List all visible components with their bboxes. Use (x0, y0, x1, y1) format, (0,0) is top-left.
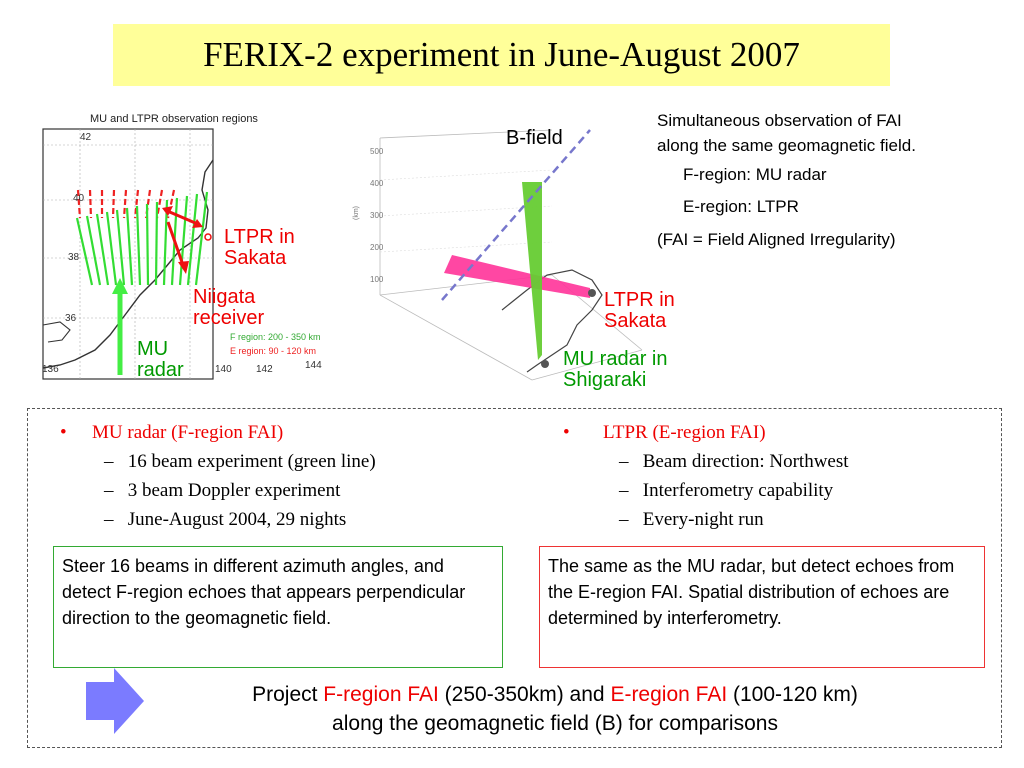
ltpr-description-box: The same as the MU radar, but detect ech… (539, 546, 985, 668)
project-line2: along the geomagnetic field (B) for comp… (332, 712, 778, 735)
ltpr-item-2: Interferometry capability (642, 480, 834, 501)
niigata-receiver-label: Niigata receiver (193, 287, 264, 329)
project-p3: (250-350km) and (438, 683, 611, 706)
ltpr-label-line2: Sakata (224, 247, 287, 269)
mu-item-1: 16 beam experiment (green line) (127, 451, 376, 472)
coastline-2 (42, 321, 71, 343)
lat-label-42: 42 (80, 132, 92, 143)
niigata-arrow-head (178, 261, 189, 274)
diagram-svg: 500 400 300 200 100 (km) (353, 129, 643, 381)
b-field-label: B-field (506, 127, 563, 149)
simultaneous-observation: Simultaneous observation of FAI along th… (657, 108, 1017, 258)
f-region-cone (522, 182, 542, 360)
mu-list-header: • MU radar (F-region FAI) (60, 422, 284, 443)
mu-label-line1: MU (137, 338, 169, 360)
center-mu-line1: MU radar in (563, 348, 668, 370)
list-item: – 3 beam Doppler experiment (104, 480, 341, 501)
ltpr-arrow-head-a (162, 206, 173, 216)
lon-label-140: 140 (215, 364, 232, 375)
title-banner: FERIX-2 experiment in June-August 2007 (113, 24, 890, 86)
center-mu-line2: Shigaraki (563, 369, 647, 391)
map-title: MU and LTPR observation regions (90, 113, 258, 125)
sim-line3: F-region: MU radar (683, 165, 827, 184)
sim-line4: E-region: LTPR (683, 197, 799, 216)
diagram-grid (379, 169, 553, 253)
b-field-line (441, 129, 591, 301)
sakata-station-icon (588, 289, 596, 297)
list-item: – Beam direction: Northwest (619, 451, 849, 472)
ltpr-label-line1: LTPR in (224, 226, 295, 248)
list-item: – 16 beam experiment (green line) (104, 451, 376, 472)
f-region-beams (75, 191, 209, 286)
ltpr-list: • LTPR (E-region FAI) – Beam direction: N… (563, 418, 993, 534)
tick-500: 500 (370, 147, 384, 156)
ltpr-list-header-text: LTPR (E-region FAI) (603, 422, 766, 443)
list-item: – June-August 2004, 29 nights (104, 509, 347, 530)
lat-label-38: 38 (68, 252, 80, 263)
lon-label-142: 142 (256, 364, 273, 375)
sakata-marker (204, 233, 212, 241)
list-item: – Every-night run (619, 509, 764, 530)
ltpr-arrow-head-b (192, 219, 203, 228)
mu-list-header-text: MU radar (F-region FAI) (92, 422, 284, 443)
list-item: – Interferometry capability (619, 480, 834, 501)
diagram-box (379, 129, 643, 381)
tick-400: 400 (370, 179, 384, 188)
center-diagram: 500 400 300 200 100 (km) (352, 110, 652, 395)
map-frame (42, 128, 214, 380)
left-map: MU and LTPR observation regions (40, 110, 340, 385)
center-ltpr-line2: Sakata (604, 310, 667, 332)
mu-radar-list: • MU radar (F-region FAI) – 16 beam exper… (60, 418, 520, 534)
lon-label-136: 136 (42, 364, 59, 375)
mu-label-line2: radar (137, 359, 184, 381)
project-p2: F-region FAI (323, 683, 439, 706)
project-p4: E-region FAI (610, 683, 728, 706)
mu-description-box: Steer 16 beams in different azimuth angl… (53, 546, 503, 668)
e-region-cone (444, 255, 590, 298)
ltpr-arrow (164, 208, 201, 227)
niigata-label-line1: Niigata (193, 286, 256, 308)
project-statement: Project F-region FAI (250-350km) and E-r… (140, 680, 970, 738)
arrow-right-icon (86, 668, 146, 734)
summary-panel (27, 408, 1002, 748)
ltpr-item-3: Every-night run (642, 509, 764, 530)
niigata-label-line2: receiver (193, 307, 265, 329)
center-ltpr-label: LTPR in Sakata (604, 290, 675, 332)
niigata-arrow (166, 221, 186, 269)
tick-300: 300 (370, 211, 384, 220)
tick-100: 100 (370, 275, 384, 284)
shigaraki-station-icon (541, 360, 549, 368)
mu-item-2: 3 beam Doppler experiment (127, 480, 341, 501)
ltpr-list-header: • LTPR (E-region FAI) (563, 422, 766, 443)
mu-radar-label: MU radar (137, 339, 184, 381)
map-svg: MU and LTPR observation regions (42, 113, 322, 380)
page-title: FERIX-2 experiment in June-August 2007 (203, 35, 800, 74)
mu-item-3: June-August 2004, 29 nights (127, 509, 347, 530)
sim-line5: (FAI = Field Aligned Irregularity) (657, 230, 896, 249)
center-mu-label: MU radar in Shigaraki (563, 349, 667, 391)
mu-arrow-head (112, 278, 128, 294)
legend-f-region: F region: 200 - 350 km (230, 332, 321, 342)
tick-200: 200 (370, 243, 384, 252)
project-p5: (100-120 km) (727, 683, 858, 706)
sim-line1: Simultaneous observation of FAI (657, 111, 902, 130)
project-line1: Project F-region FAI (250-350km) and E-r… (140, 680, 970, 709)
project-p1: Project (252, 683, 324, 706)
ltpr-item-1: Beam direction: Northwest (642, 451, 849, 472)
lat-label-36: 36 (65, 313, 77, 324)
ltpr-sakata-label: LTPR in Sakata (224, 227, 295, 269)
graticule (43, 129, 213, 379)
center-ltpr-line1: LTPR in (604, 289, 675, 311)
axis-unit: (km) (353, 206, 360, 220)
sim-line2: along the same geomagnetic field. (657, 136, 916, 155)
lon-label-144: 144 (305, 360, 322, 371)
legend-e-region: E region: 90 - 120 km (230, 346, 316, 356)
lat-label-40: 40 (73, 193, 85, 204)
arrow-right-svg (86, 668, 144, 734)
